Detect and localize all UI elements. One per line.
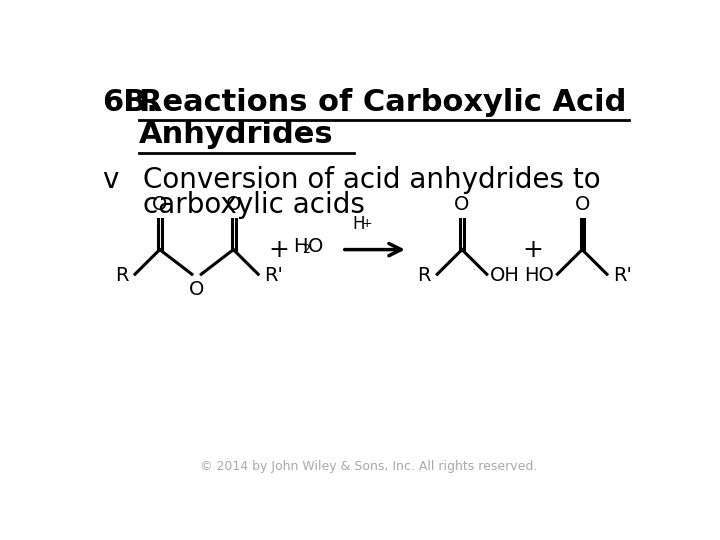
Text: 6B.: 6B.: [102, 88, 158, 117]
Text: O: O: [307, 237, 323, 256]
Text: O: O: [225, 195, 241, 214]
Text: R: R: [115, 266, 129, 285]
Text: v: v: [102, 166, 119, 194]
Text: 2: 2: [302, 243, 310, 256]
Text: © 2014 by John Wiley & Sons, Inc. All rights reserved.: © 2014 by John Wiley & Sons, Inc. All ri…: [200, 460, 538, 473]
Text: Reactions of Carboxylic Acid: Reactions of Carboxylic Acid: [139, 88, 626, 117]
Text: carboxylic acids: carboxylic acids: [143, 191, 364, 219]
Text: O: O: [575, 195, 590, 214]
Text: OH: OH: [490, 266, 520, 285]
Text: Conversion of acid anhydrides to: Conversion of acid anhydrides to: [143, 166, 600, 194]
Text: R': R': [613, 266, 632, 285]
Text: +: +: [523, 238, 544, 261]
Text: +: +: [361, 217, 372, 230]
Text: HO: HO: [524, 266, 554, 285]
Text: H: H: [293, 237, 307, 256]
Text: Anhydrides: Anhydrides: [139, 120, 333, 149]
Text: O: O: [152, 195, 168, 214]
Text: R: R: [418, 266, 431, 285]
Text: H: H: [352, 215, 364, 233]
Text: R': R': [264, 266, 283, 285]
Text: +: +: [269, 238, 289, 261]
Text: O: O: [454, 195, 469, 214]
Text: O: O: [189, 280, 204, 299]
